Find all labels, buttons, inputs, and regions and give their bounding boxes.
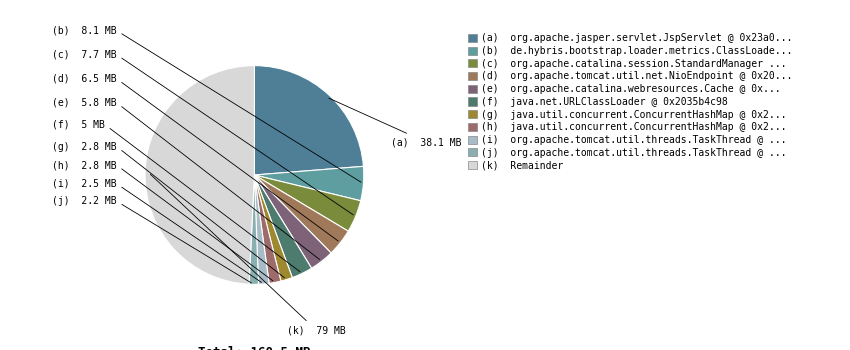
Text: (a)  38.1 MB: (a) 38.1 MB xyxy=(329,98,462,147)
Text: (b)  8.1 MB: (b) 8.1 MB xyxy=(52,26,361,182)
Wedge shape xyxy=(254,66,364,175)
Text: (f)  5 MB: (f) 5 MB xyxy=(52,120,300,272)
Text: (j)  2.2 MB: (j) 2.2 MB xyxy=(52,196,252,283)
Text: (h)  2.8 MB: (h) 2.8 MB xyxy=(52,160,273,281)
Text: (e)  5.8 MB: (e) 5.8 MB xyxy=(52,98,320,259)
Text: Total: 160.5 MB: Total: 160.5 MB xyxy=(198,346,310,350)
Text: (k)  79 MB: (k) 79 MB xyxy=(150,174,346,335)
Wedge shape xyxy=(254,175,348,253)
Legend: (a)  org.apache.jasper.servlet.JspServlet @ 0x23a0..., (b)  de.hybris.bootstrap.: (a) org.apache.jasper.servlet.JspServlet… xyxy=(464,29,796,174)
Text: (g)  2.8 MB: (g) 2.8 MB xyxy=(52,141,285,278)
Wedge shape xyxy=(254,175,332,268)
Wedge shape xyxy=(254,175,292,281)
Wedge shape xyxy=(254,166,364,201)
Text: (c)  7.7 MB: (c) 7.7 MB xyxy=(52,50,354,215)
Wedge shape xyxy=(254,175,269,284)
Wedge shape xyxy=(254,175,280,284)
Wedge shape xyxy=(254,175,312,278)
Text: (i)  2.5 MB: (i) 2.5 MB xyxy=(52,179,262,282)
Text: (d)  6.5 MB: (d) 6.5 MB xyxy=(52,74,338,241)
Wedge shape xyxy=(249,175,258,285)
Wedge shape xyxy=(254,175,360,231)
Wedge shape xyxy=(145,66,254,284)
